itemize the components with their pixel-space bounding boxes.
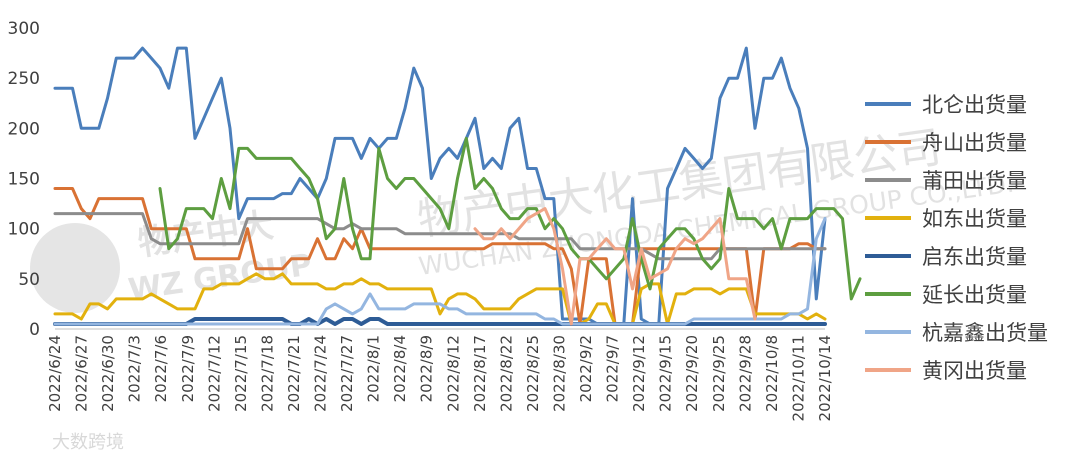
x-tick-label: 2022/8/22 <box>497 335 515 412</box>
x-tick-label: 2022/10/8 <box>763 335 781 412</box>
x-tick-label: 2022/10/11 <box>789 335 807 421</box>
x-tick-label: 2022/9/15 <box>657 335 675 412</box>
x-tick-label: 2022/8/30 <box>550 335 568 412</box>
y-tick-label: 150 <box>8 170 40 190</box>
legend-label: 启东出货量 <box>922 245 1027 269</box>
series-line <box>473 207 757 326</box>
x-tick-label: 2022/8/9 <box>418 335 436 402</box>
x-tick-label: 2022/8/17 <box>471 335 489 412</box>
source-label: 大数跨境 <box>52 432 124 453</box>
x-tick-label: 2022/8/12 <box>444 335 462 412</box>
legend-label: 北仑出货量 <box>922 93 1027 117</box>
legend-label: 舟山出货量 <box>922 131 1027 155</box>
x-tick-label: 2022/10/14 <box>816 335 834 421</box>
x-tick-label: 2022/7/12 <box>205 335 223 412</box>
y-tick-label: 100 <box>8 220 40 240</box>
legend-label: 黄冈出货量 <box>922 359 1027 383</box>
x-tick-label: 2022/9/12 <box>630 335 648 412</box>
x-tick-label: 2022/6/30 <box>99 335 117 412</box>
x-tick-label: 2022/8/25 <box>524 335 542 412</box>
y-tick-label: 200 <box>8 119 40 139</box>
x-tick-label: 2022/9/28 <box>736 335 754 412</box>
axes: 0 50 100 150 200 250 300 2022/6/24 2022/6/27 2022… <box>8 19 834 421</box>
x-tick-label: 2022/9/20 <box>683 335 701 412</box>
series-line <box>158 136 862 301</box>
x-tick-label: 2022/9/2 <box>577 335 595 402</box>
x-tick-label: 2022/7/27 <box>338 335 356 412</box>
x-tick-label: 2022/7/24 <box>312 335 330 412</box>
x-tick-label: 2022/7/3 <box>126 335 144 402</box>
x-tick-label: 2022/6/27 <box>73 335 91 412</box>
y-tick-label: 300 <box>8 19 40 39</box>
x-tick-label: 2022/6/24 <box>46 335 64 412</box>
series-line <box>53 272 827 326</box>
x-tick-label: 2022/7/6 <box>152 335 170 402</box>
watermark-logo-icon <box>30 223 120 313</box>
y-tick-label: 250 <box>8 69 40 89</box>
x-tick-label: 2022/7/18 <box>258 335 276 412</box>
x-tick-label: 2022/9/7 <box>604 335 622 402</box>
legend-label: 杭嘉鑫出货量 <box>922 321 1048 345</box>
legend-label: 如东出货量 <box>922 207 1027 231</box>
x-tick-label: 2022/8/1 <box>365 335 383 402</box>
legend-label: 延长出货量 <box>922 283 1027 307</box>
x-tick-label: 2022/7/9 <box>179 335 197 402</box>
y-tick-label: 50 <box>18 270 40 290</box>
y-tick-label: 0 <box>29 320 40 340</box>
series-line <box>53 212 827 261</box>
series-line <box>53 46 827 326</box>
x-tick-label: 2022/8/4 <box>391 335 409 402</box>
legend-label: 莆田出货量 <box>922 169 1027 193</box>
legend: 北仑出货量舟山出货量莆田出货量如东出货量启东出货量延长出货量杭嘉鑫出货量黄冈出货… <box>865 93 1048 383</box>
x-tick-label: 2022/9/25 <box>710 335 728 412</box>
x-tick-label: 2022/7/21 <box>285 335 303 412</box>
series-line <box>53 217 827 326</box>
x-tick-label: 2022/7/15 <box>232 335 250 412</box>
series-lines <box>53 46 862 326</box>
